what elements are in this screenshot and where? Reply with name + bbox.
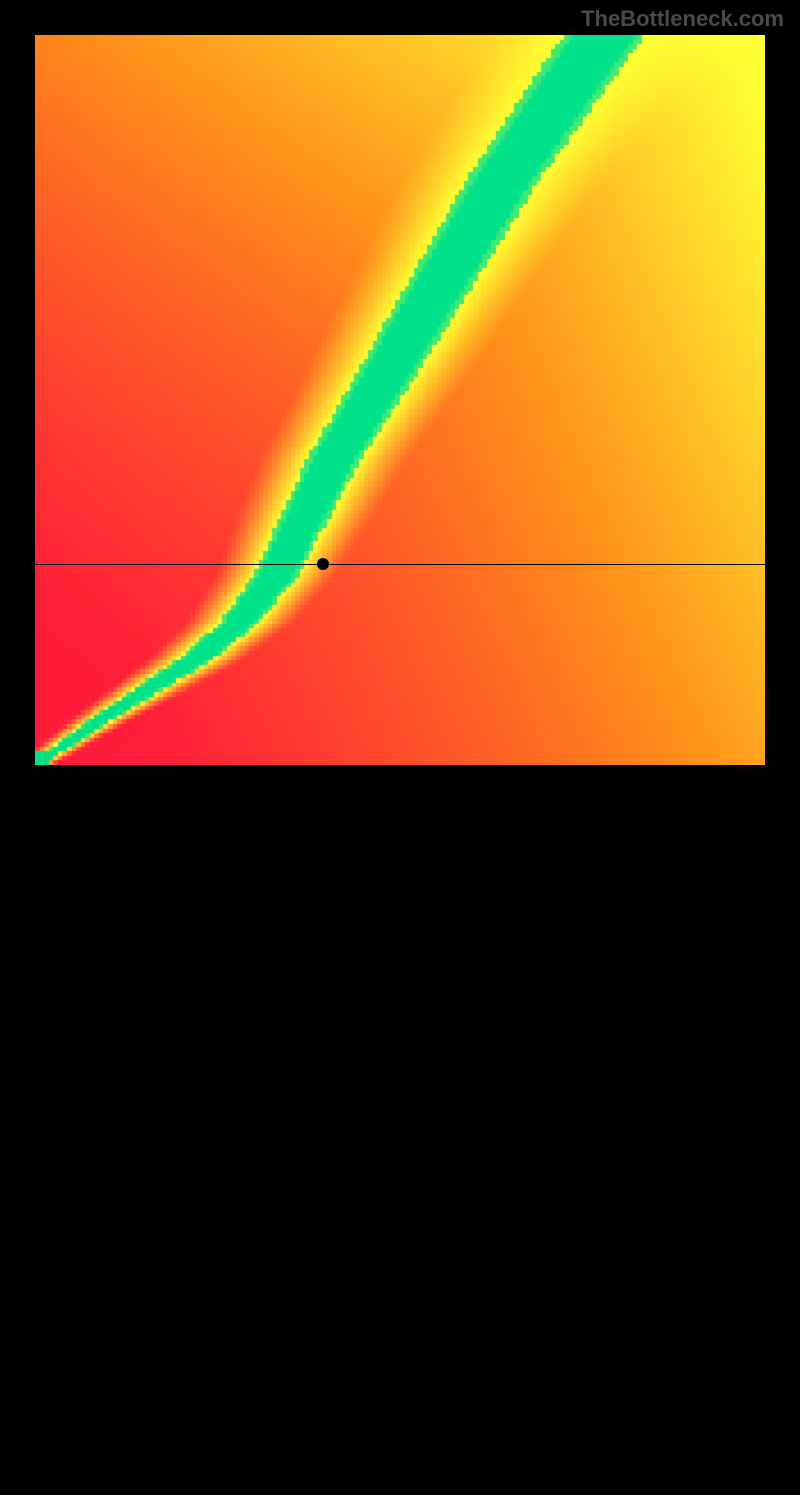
heatmap-canvas [35,35,765,765]
watermark-text: TheBottleneck.com [581,6,784,32]
crosshair-marker [317,558,329,570]
crosshair-horizontal [35,564,765,565]
crosshair-vertical [323,765,324,1495]
heatmap-plot [35,35,765,765]
